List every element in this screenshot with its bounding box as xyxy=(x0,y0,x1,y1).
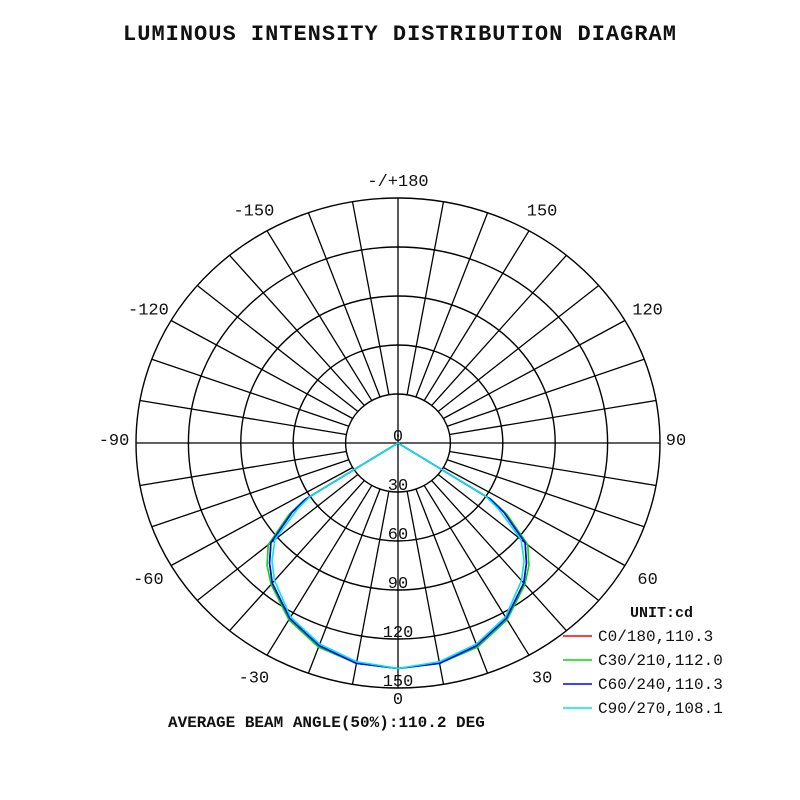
radial-tick-label: 0 xyxy=(393,428,403,447)
angle-label: -90 xyxy=(99,432,130,451)
series-curve xyxy=(271,442,525,670)
angle-label: 30 xyxy=(532,669,552,688)
grid-spoke xyxy=(449,399,657,436)
radial-tick-label: 60 xyxy=(388,526,408,545)
unit-label: UNIT:cd xyxy=(630,605,693,622)
beam-angle-footer: AVERAGE BEAM ANGLE(50%):110.2 DEG xyxy=(168,714,485,732)
angle-label: 120 xyxy=(632,301,663,320)
grid-spoke xyxy=(170,466,353,567)
grid-spoke xyxy=(443,466,626,567)
grid-spoke xyxy=(351,491,390,685)
grid-spoke xyxy=(229,254,365,406)
legend-label: C90/270,108.1 xyxy=(598,700,723,718)
angle-label: -150 xyxy=(233,203,274,222)
grid-spoke xyxy=(449,450,657,487)
grid-spoke xyxy=(266,230,373,401)
grid-spoke xyxy=(307,488,381,674)
grid-spoke xyxy=(307,212,381,398)
angle-label: -/+180 xyxy=(367,173,428,192)
grid-spoke xyxy=(415,488,489,674)
legend-label: C30/210,112.0 xyxy=(598,652,723,670)
angle-label: 150 xyxy=(527,203,558,222)
grid-spoke xyxy=(196,285,359,413)
grid-spoke xyxy=(447,459,645,528)
grid-spoke xyxy=(423,485,530,656)
angle-label: -60 xyxy=(133,571,164,590)
grid-spoke xyxy=(351,201,390,395)
grid-spoke xyxy=(431,254,567,406)
angle-label: -30 xyxy=(239,669,270,688)
grid-spoke xyxy=(139,399,347,436)
grid-spoke xyxy=(170,319,353,420)
angle-label: -120 xyxy=(128,301,169,320)
legend-label: C0/180,110.3 xyxy=(598,628,713,646)
grid-spoke xyxy=(431,480,567,632)
grid-spoke xyxy=(151,358,349,427)
grid-spoke xyxy=(443,319,626,420)
grid-spoke xyxy=(447,358,645,427)
radial-tick-label: 90 xyxy=(388,575,408,594)
angle-label: 60 xyxy=(637,571,657,590)
grid-spoke xyxy=(423,230,530,401)
grid-spoke xyxy=(151,459,349,528)
grid-spoke xyxy=(437,285,600,413)
angle-label: 0 xyxy=(393,691,403,710)
grid-spoke xyxy=(266,485,373,656)
radial-tick-label: 150 xyxy=(383,673,414,692)
grid-spoke xyxy=(139,450,347,487)
legend-label: C60/240,110.3 xyxy=(598,676,723,694)
grid-spoke xyxy=(437,473,600,601)
grid-spoke xyxy=(406,491,445,685)
grid-spoke xyxy=(415,212,489,398)
chart-title: LUMINOUS INTENSITY DISTRIBUTION DIAGRAM xyxy=(123,22,677,47)
grid-spoke xyxy=(196,473,359,601)
grid-spoke xyxy=(229,480,365,632)
radial-tick-label: 30 xyxy=(388,477,408,496)
radial-tick-label: 120 xyxy=(383,624,414,643)
grid-spoke xyxy=(406,201,445,395)
angle-label: 90 xyxy=(666,432,686,451)
